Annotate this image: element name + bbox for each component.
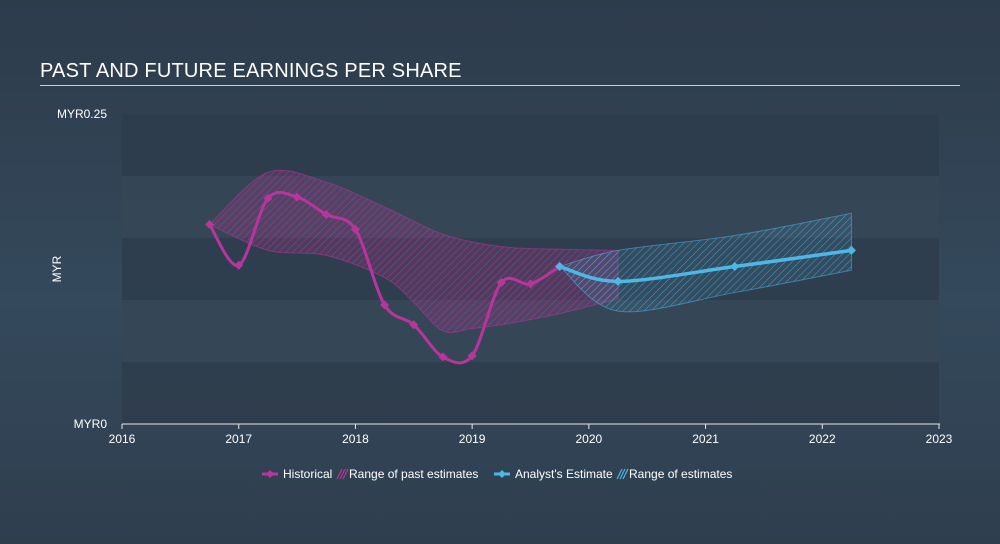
legend-label: Historical (283, 467, 332, 481)
axes: 2016 2017 2018 2019 2020 2021 2022 2023 MYR0.25 M… (50, 107, 953, 446)
legend: Historical Range of past estimates Analyst… (262, 467, 732, 481)
x-tick-label: 2020 (576, 432, 603, 446)
legend-marker (266, 470, 274, 478)
y-tick-label: MYR0 (74, 417, 108, 431)
chart-title: PAST AND FUTURE EARNINGS PER SHARE (40, 60, 462, 82)
estimate-point[interactable] (555, 262, 565, 272)
y-tick-label: MYR0.25 (57, 107, 107, 121)
legend-past-range[interactable]: Range of past estimates (336, 467, 478, 481)
past-estimates-range (208, 169, 619, 334)
historical-point[interactable] (234, 260, 244, 270)
legend-label: Range of estimates (629, 467, 732, 481)
historical-point[interactable] (292, 192, 302, 202)
estimate-point[interactable] (846, 245, 856, 255)
x-tick-label: 2023 (926, 432, 953, 446)
estimate-ranges (208, 169, 852, 334)
analyst-estimate-line (557, 248, 854, 284)
x-tick-label: 2022 (809, 432, 836, 446)
estimates-range (558, 212, 852, 313)
historical-point[interactable] (350, 224, 360, 234)
grid-band (122, 362, 939, 424)
historical-point[interactable] (467, 351, 477, 361)
historical-point[interactable] (263, 193, 273, 203)
historical-point[interactable] (496, 278, 506, 288)
historical-point[interactable] (438, 352, 448, 362)
historical-point[interactable] (380, 300, 390, 310)
grid-band (122, 114, 939, 176)
legend-analyst-estimate[interactable]: Analyst's Estimate (494, 467, 613, 481)
y-axis-label: MYR (50, 255, 64, 282)
series-points (205, 192, 856, 362)
x-tick-label: 2016 (109, 432, 136, 446)
legend-label: Range of past estimates (349, 467, 478, 481)
historical-point[interactable] (321, 209, 331, 219)
x-tick-label: 2021 (692, 432, 719, 446)
estimate-point[interactable] (613, 276, 623, 286)
legend-label: Analyst's Estimate (515, 467, 613, 481)
legend-marker (498, 470, 506, 478)
legend-hatch-swatch (616, 468, 623, 480)
historical-point[interactable] (205, 219, 215, 229)
legend-hatch-swatch (339, 468, 346, 480)
legend-hatch-swatch (619, 468, 626, 480)
title-divider (40, 85, 960, 86)
x-tick-label: 2017 (225, 432, 252, 446)
legend-estimate-range[interactable]: Range of estimates (616, 467, 732, 481)
legend-hatch-swatch (622, 468, 629, 480)
legend-hatch-swatch (342, 468, 349, 480)
historical-point[interactable] (409, 320, 419, 330)
x-tick-label: 2018 (342, 432, 369, 446)
historical-point[interactable] (526, 279, 535, 289)
legend-hatch-swatch (336, 468, 343, 480)
legend-historical[interactable]: Historical (262, 467, 332, 481)
x-tick-label: 2019 (459, 432, 486, 446)
estimate-point[interactable] (730, 262, 740, 272)
